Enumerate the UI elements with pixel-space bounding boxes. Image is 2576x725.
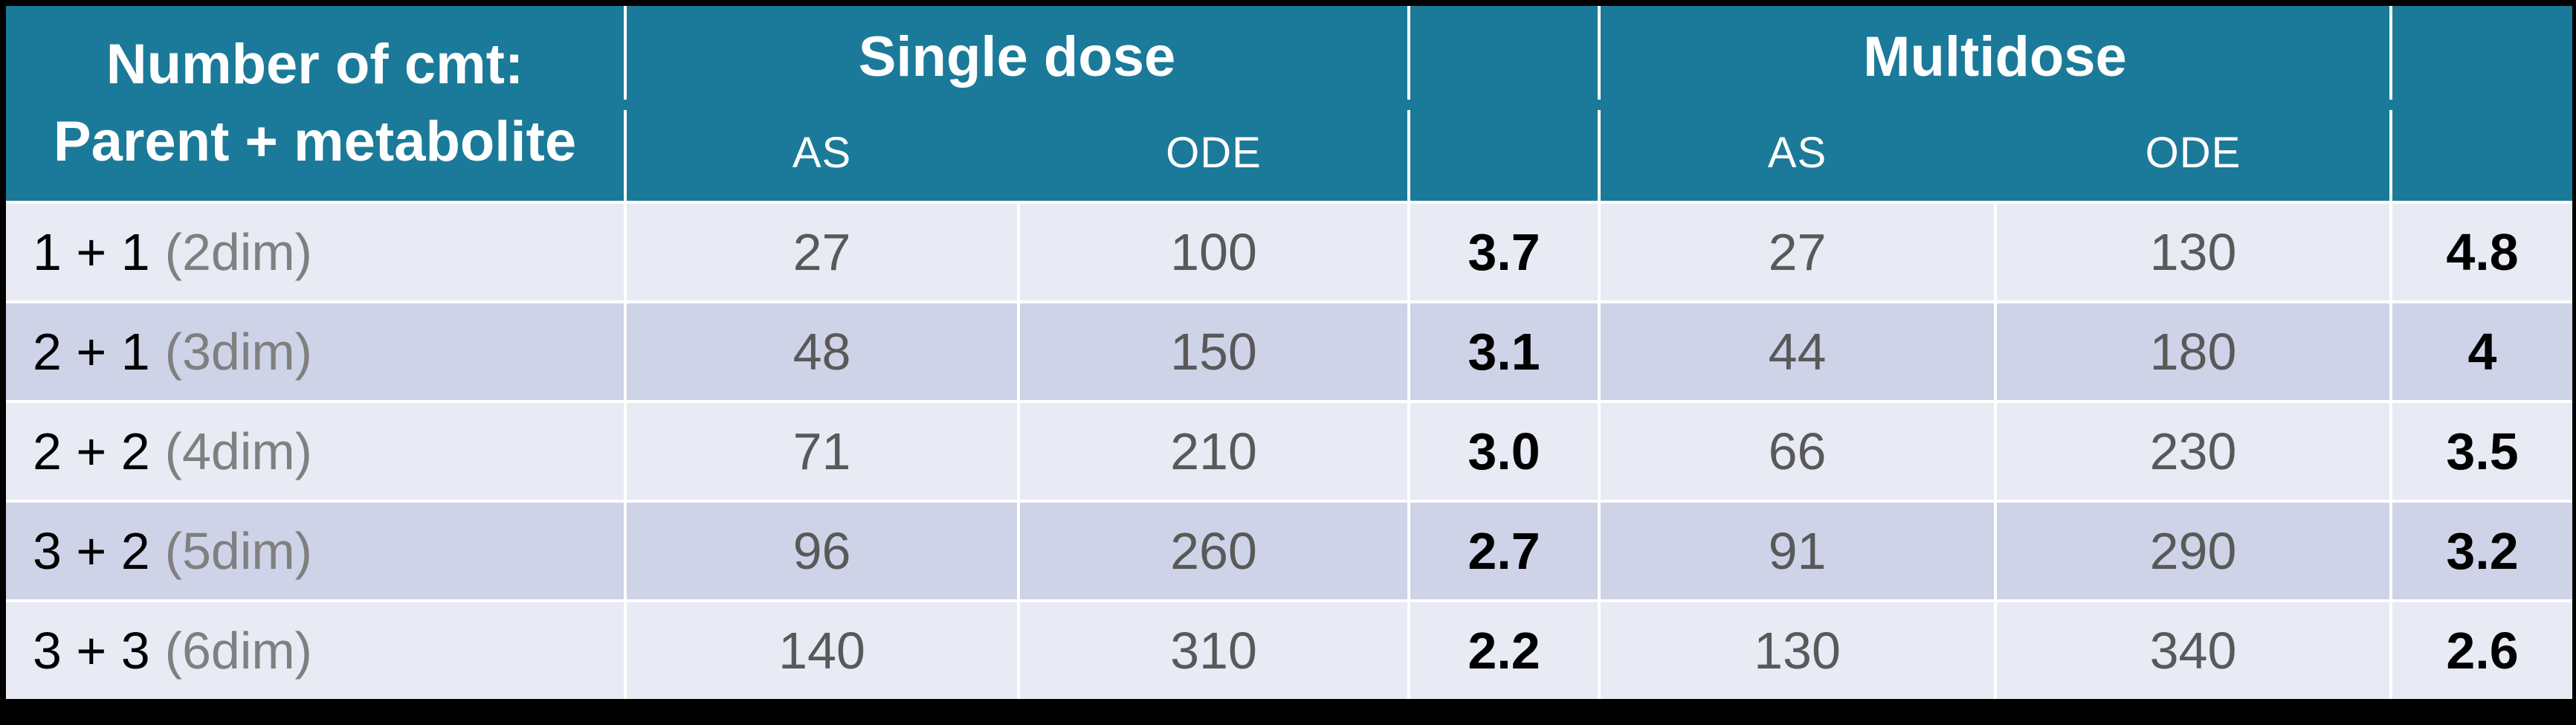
row-dim-label: (5dim): [164, 522, 312, 580]
single-as-cell: 27: [627, 204, 1017, 300]
header-divider: [624, 6, 627, 100]
single-ratio-cell: 3.0: [1410, 403, 1598, 500]
row-dim-label: (6dim): [164, 622, 312, 680]
row-dim-label: (2dim): [164, 223, 312, 281]
header-row-label: Number of cmt: Parent + metabolite: [6, 6, 624, 201]
single-as-cell: 96: [627, 503, 1017, 599]
multi-as-cell: 27: [1601, 204, 1994, 300]
header-single-ode: ODE: [1166, 128, 1262, 177]
header-single-as: AS: [792, 128, 852, 177]
row-label-cell: 3 + 2 (5dim): [6, 503, 624, 599]
multi-as-cell: 44: [1601, 303, 1994, 400]
row-dim-label: (3dim): [164, 323, 312, 381]
benchmark-table: Number of cmt: Parent + metabolite Singl…: [6, 6, 2572, 699]
header-divider: [2389, 6, 2392, 100]
header-multi-ode: ODE: [2145, 128, 2241, 177]
single-as-cell: 140: [627, 602, 1017, 699]
header-divider: [2389, 110, 2392, 201]
multi-ratio-cell: 4.8: [2392, 204, 2572, 300]
header-multi-as: AS: [1767, 128, 1827, 177]
single-as-cell: 48: [627, 303, 1017, 400]
row-label: 2 + 1: [33, 323, 150, 381]
row-label: 1 + 1: [33, 223, 150, 281]
row-label-cell: 2 + 2 (4dim): [6, 403, 624, 500]
row-label-cell: 2 + 1 (3dim): [6, 303, 624, 400]
multi-ratio-cell: 2.6: [2392, 602, 2572, 699]
row-label: 2 + 2: [33, 422, 150, 480]
multi-ode-cell: 290: [1997, 503, 2389, 599]
single-ode-cell: 210: [1020, 403, 1407, 500]
row-label: 3 + 3: [33, 622, 150, 680]
row-label: 3 + 2: [33, 522, 150, 580]
header-group-multidose: Multidose: [1863, 25, 2127, 88]
multi-ratio-cell: 3.5: [2392, 403, 2572, 500]
multi-ode-cell: 340: [1997, 602, 2389, 699]
single-ode-cell: 150: [1020, 303, 1407, 400]
multi-ratio-cell: 4: [2392, 303, 2572, 400]
table-header: Number of cmt: Parent + metabolite Singl…: [6, 6, 2572, 201]
single-ratio-cell: 3.1: [1410, 303, 1598, 400]
table-body: 1 + 1 (2dim) 27 100 3.7 27 130 4.8 2 + 1(…: [6, 201, 2572, 699]
single-ode-cell: 100: [1020, 204, 1407, 300]
header-divider: [1598, 110, 1601, 201]
single-ratio-cell: 2.7: [1410, 503, 1598, 599]
multi-ratio-cell: 3.2: [2392, 503, 2572, 599]
multi-as-cell: 130: [1601, 602, 1994, 699]
multi-ode-cell: 130: [1997, 204, 2389, 300]
header-divider: [624, 110, 627, 201]
multi-as-cell: 91: [1601, 503, 1994, 599]
row-label-cell: 1 + 1 (2dim): [6, 204, 624, 300]
single-ratio-cell: 2.2: [1410, 602, 1598, 699]
header-divider: [1407, 110, 1410, 201]
header-divider: [1598, 6, 1601, 100]
single-ratio-cell: 3.7: [1410, 204, 1598, 300]
header-group-single-dose: Single dose: [858, 25, 1176, 88]
header-row-label-line1: Number of cmt:: [106, 33, 524, 96]
multi-ode-cell: 230: [1997, 403, 2389, 500]
multi-ode-cell: 180: [1997, 303, 2389, 400]
single-as-cell: 71: [627, 403, 1017, 500]
multi-as-cell: 66: [1601, 403, 1994, 500]
row-label-cell: 3 + 3 (6dim): [6, 602, 624, 699]
row-dim-label: (4dim): [164, 422, 312, 480]
single-ode-cell: 310: [1020, 602, 1407, 699]
header-row-label-line2: Parent + metabolite: [53, 110, 577, 173]
header-divider: [1407, 6, 1410, 100]
single-ode-cell: 260: [1020, 503, 1407, 599]
